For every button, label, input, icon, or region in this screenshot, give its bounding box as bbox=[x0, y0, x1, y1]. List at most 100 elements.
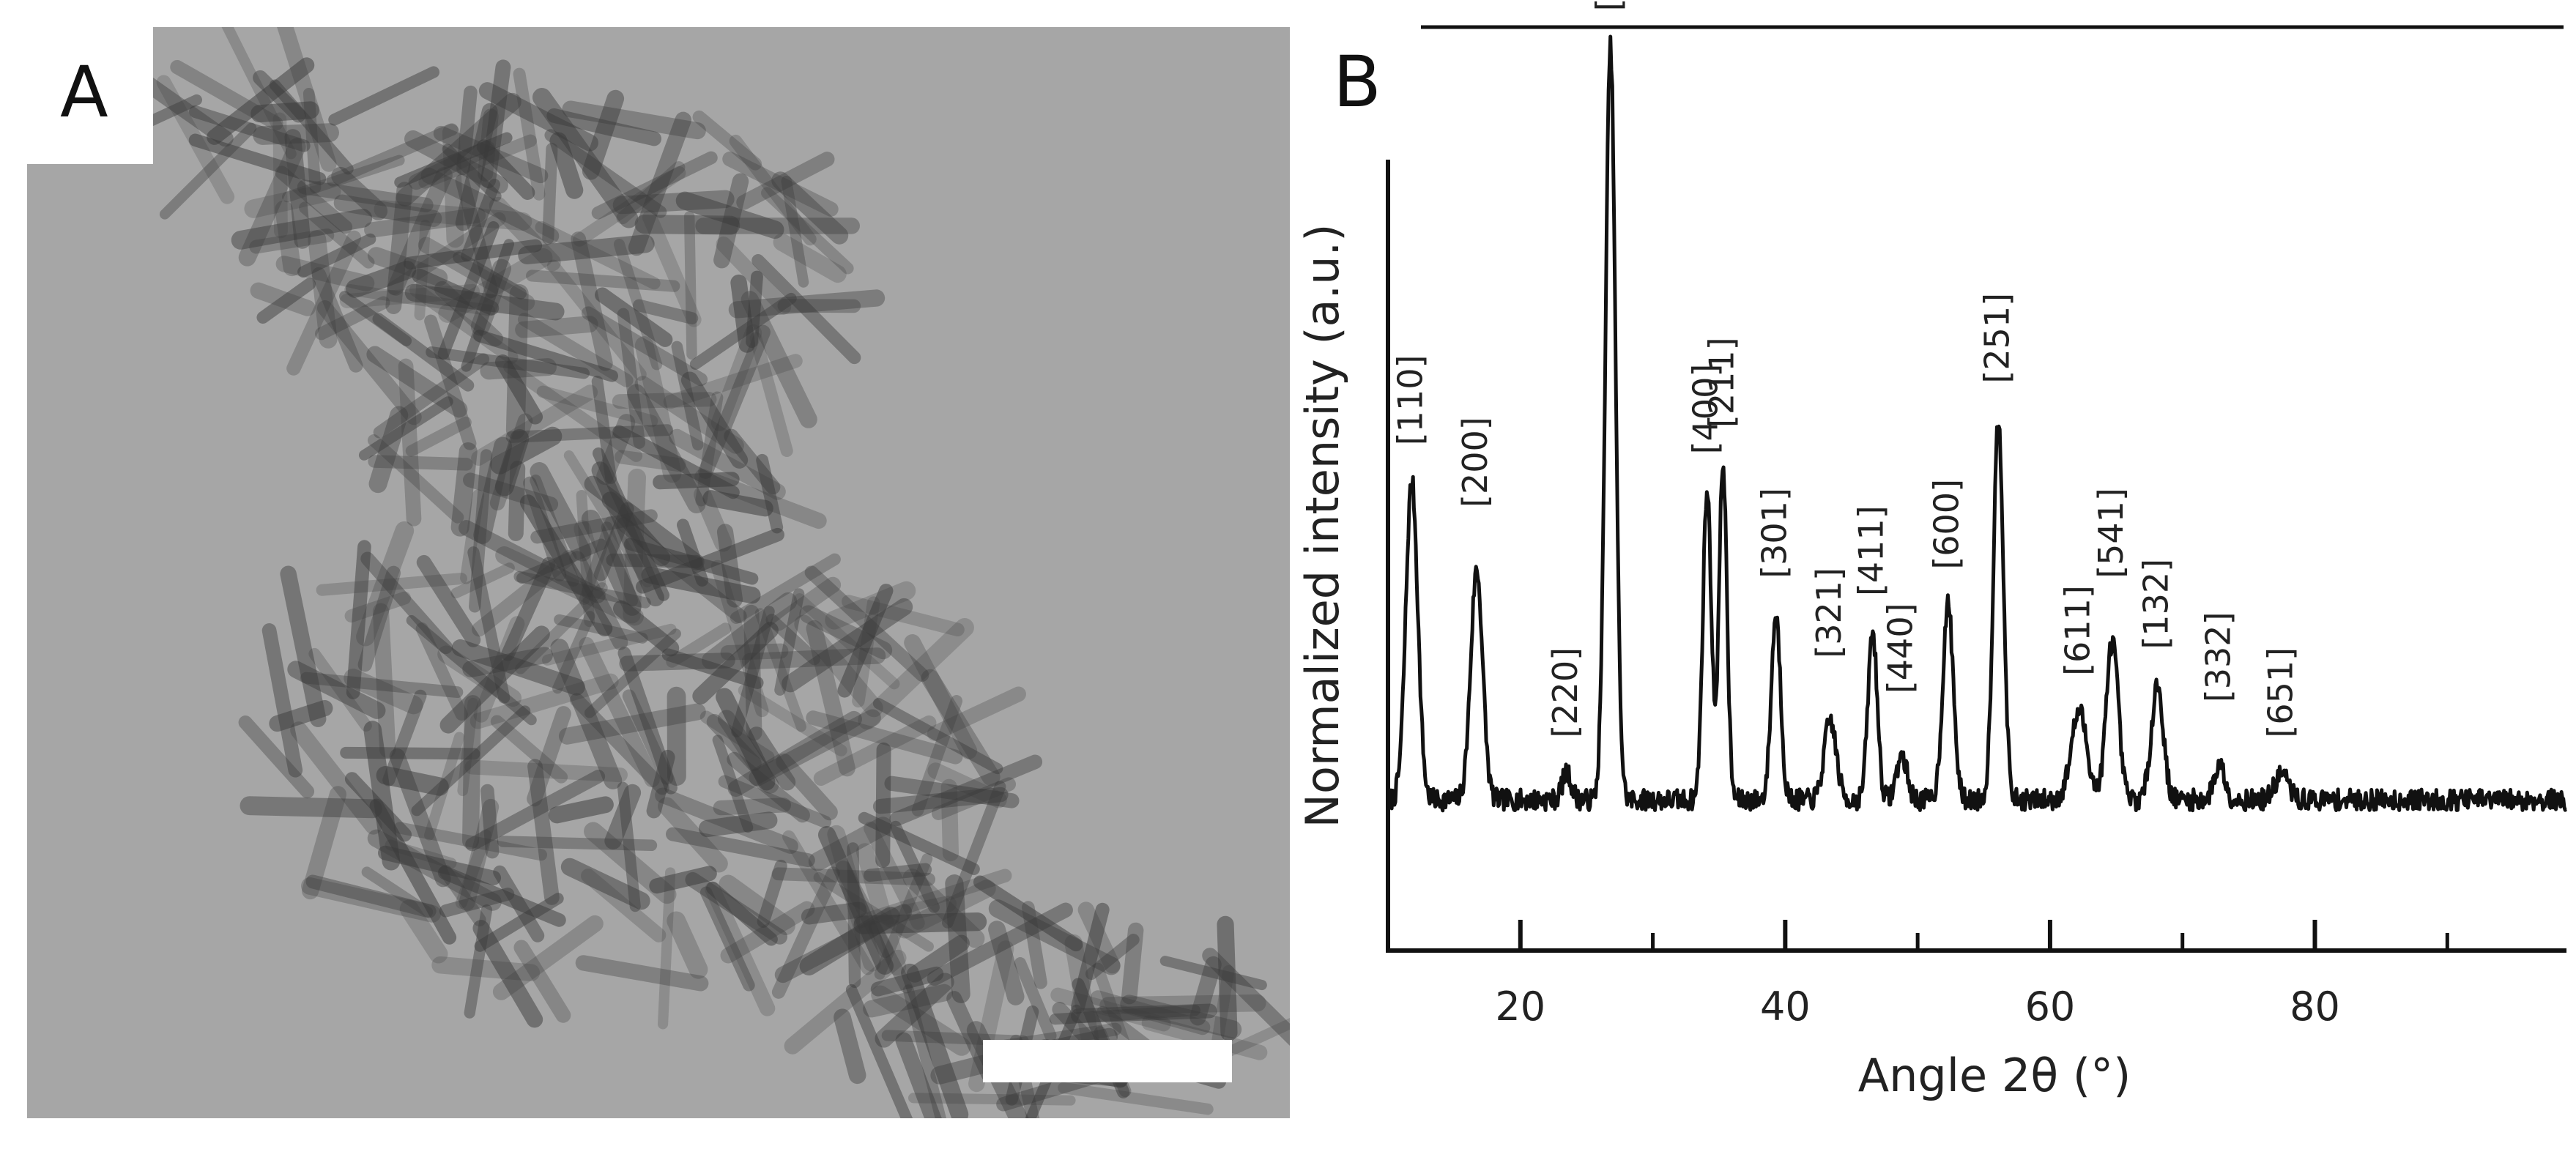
nanorod bbox=[940, 778, 959, 862]
nanorod bbox=[612, 392, 717, 409]
nanorod bbox=[702, 490, 773, 517]
nanorod bbox=[863, 983, 953, 1018]
nanorod bbox=[901, 963, 969, 1118]
nanorod bbox=[661, 648, 764, 689]
nanorod bbox=[868, 921, 913, 994]
nanorod bbox=[904, 634, 978, 759]
tem-micrograph-panel bbox=[27, 27, 1290, 1118]
nanorod bbox=[871, 985, 971, 1056]
nanorod bbox=[457, 697, 479, 797]
nanorod bbox=[655, 787, 798, 855]
peak-labels: [110] [200] [220] [310] [400][211] [301] [321]… bbox=[1391, 0, 2301, 738]
peak-label: [310] bbox=[1589, 0, 1629, 11]
nanorod bbox=[367, 434, 464, 524]
nanorod bbox=[461, 239, 515, 372]
nanorod bbox=[581, 510, 642, 616]
nanorod bbox=[713, 797, 792, 816]
nanorod bbox=[716, 688, 776, 791]
nanorod bbox=[382, 689, 427, 787]
nanorod bbox=[331, 166, 388, 220]
nanorod bbox=[339, 283, 480, 308]
nanorod bbox=[575, 955, 709, 992]
nanorod bbox=[516, 538, 607, 584]
nanorod bbox=[544, 129, 667, 218]
nanorod bbox=[465, 770, 606, 852]
nanorod bbox=[941, 781, 1006, 929]
nanorod bbox=[275, 200, 301, 277]
nanorod bbox=[622, 689, 674, 785]
nanorod bbox=[156, 75, 235, 204]
nanorod bbox=[793, 593, 900, 690]
peak-label: [440] bbox=[1881, 603, 1920, 694]
nanorod bbox=[968, 940, 1014, 1093]
nanorod bbox=[308, 230, 338, 349]
nanorod bbox=[889, 820, 940, 913]
nanorod bbox=[817, 826, 894, 975]
nanorod bbox=[1090, 990, 1211, 1035]
nanorod bbox=[460, 489, 485, 584]
nanorod bbox=[604, 784, 642, 849]
nanorod bbox=[480, 59, 511, 189]
nanorod bbox=[250, 282, 316, 316]
nanorod bbox=[634, 215, 740, 235]
nanorod bbox=[717, 710, 779, 794]
nanorod bbox=[927, 762, 1007, 808]
nanorod bbox=[988, 921, 1025, 1005]
nanorod bbox=[614, 450, 686, 472]
peak-label: [211] bbox=[1701, 337, 1741, 428]
nanorod bbox=[467, 546, 511, 704]
nanorod bbox=[722, 151, 839, 217]
peak-label: [400] bbox=[1686, 364, 1726, 455]
peak-label: [651] bbox=[2260, 647, 2300, 738]
nanorod bbox=[692, 110, 762, 171]
nanorod bbox=[472, 549, 577, 637]
nanorod bbox=[316, 300, 422, 425]
nanorod bbox=[240, 796, 382, 819]
scale-bar bbox=[983, 1040, 1232, 1082]
nanorod bbox=[642, 209, 702, 327]
nanorod bbox=[781, 175, 809, 288]
nanorod bbox=[746, 270, 763, 349]
nanorod bbox=[896, 880, 996, 939]
nanorod bbox=[582, 89, 625, 180]
peak-label: [600] bbox=[1927, 479, 1967, 570]
nanorod bbox=[853, 869, 1012, 929]
nanorod bbox=[437, 866, 566, 927]
nanorod bbox=[284, 129, 311, 249]
panel-a-label: A bbox=[60, 51, 108, 133]
nanorod bbox=[794, 614, 883, 718]
nanorod bbox=[480, 784, 500, 859]
nanorod bbox=[526, 269, 680, 292]
nanorod bbox=[393, 822, 547, 861]
nanorod bbox=[729, 134, 817, 246]
nanorod bbox=[613, 239, 663, 371]
nanorod bbox=[748, 726, 796, 791]
nanorod bbox=[364, 207, 486, 238]
nanorod bbox=[667, 911, 708, 979]
nanorod bbox=[806, 620, 855, 777]
nanorod bbox=[560, 858, 650, 910]
nanorod bbox=[376, 765, 449, 796]
nanorod bbox=[361, 866, 434, 918]
nanorod bbox=[1225, 1011, 1290, 1057]
nanorod bbox=[495, 546, 644, 626]
nanorod bbox=[945, 874, 970, 1003]
nanorod bbox=[740, 291, 817, 428]
nanorod bbox=[694, 486, 732, 552]
nanorod bbox=[492, 915, 604, 1000]
nanorod bbox=[736, 152, 835, 210]
nanorod bbox=[497, 836, 658, 852]
nanorod bbox=[777, 299, 861, 313]
nanorod bbox=[218, 27, 297, 160]
nanorod bbox=[1071, 1003, 1217, 1023]
nanorod bbox=[548, 796, 614, 824]
nanorod bbox=[1141, 1015, 1268, 1060]
nanorod bbox=[275, 256, 375, 291]
nanorod bbox=[872, 698, 1003, 775]
nanorod bbox=[584, 475, 705, 570]
nanorod bbox=[730, 553, 841, 624]
nanorod bbox=[616, 517, 747, 624]
nanorod bbox=[297, 233, 376, 278]
nanorod bbox=[515, 316, 598, 338]
nanorod bbox=[808, 817, 893, 871]
